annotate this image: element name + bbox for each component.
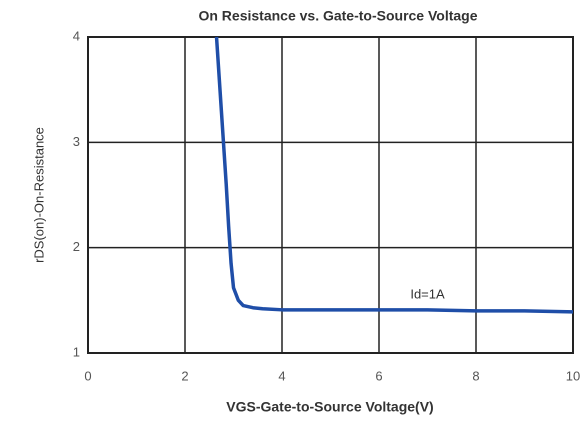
x-axis-label: VGS-Gate-to-Source Voltage(V) [226, 399, 433, 415]
x-tick-label: 2 [181, 368, 188, 383]
y-axis-label: rDS(on)-On-Resistance [31, 127, 46, 263]
plot-frame [87, 36, 574, 354]
x-tick-label: 10 [566, 368, 580, 383]
x-tick-label: 4 [278, 368, 285, 383]
y-tick-label: 1 [73, 344, 80, 359]
annotation: Id=1A [410, 287, 445, 302]
x-tick-label: 6 [375, 368, 382, 383]
y-tick-label: 4 [73, 28, 80, 43]
x-tick-label: 8 [472, 368, 479, 383]
chart-title: On Resistance vs. Gate-to-Source Voltage [198, 8, 477, 24]
data-line [214, 36, 574, 314]
y-tick-label: 2 [73, 239, 80, 254]
y-tick-label: 3 [73, 134, 80, 149]
x-tick-label: 0 [84, 368, 91, 383]
